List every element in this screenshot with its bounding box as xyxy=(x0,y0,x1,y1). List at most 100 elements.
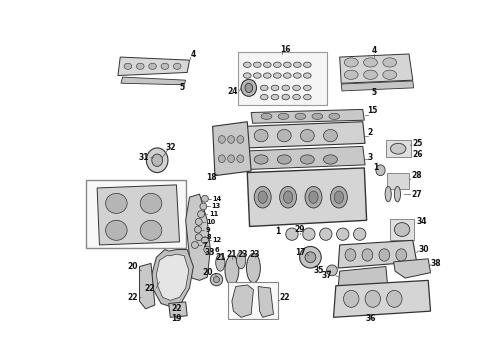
Ellipse shape xyxy=(282,94,290,100)
Text: 3: 3 xyxy=(368,153,373,162)
Ellipse shape xyxy=(140,220,162,240)
Ellipse shape xyxy=(277,155,291,164)
Ellipse shape xyxy=(334,191,343,203)
Text: 20: 20 xyxy=(127,262,138,271)
Text: 32: 32 xyxy=(165,143,175,152)
Ellipse shape xyxy=(136,63,144,69)
Polygon shape xyxy=(97,185,179,245)
Ellipse shape xyxy=(364,58,377,67)
Polygon shape xyxy=(152,249,194,307)
Ellipse shape xyxy=(383,70,397,80)
Ellipse shape xyxy=(323,155,337,164)
Text: 20: 20 xyxy=(202,268,213,277)
Ellipse shape xyxy=(282,85,290,91)
Ellipse shape xyxy=(152,154,163,166)
Ellipse shape xyxy=(264,73,271,78)
Ellipse shape xyxy=(345,249,356,261)
Text: 31: 31 xyxy=(138,153,149,162)
Ellipse shape xyxy=(319,228,332,240)
Ellipse shape xyxy=(303,94,311,100)
Text: 22: 22 xyxy=(171,304,182,313)
Bar xyxy=(86,180,186,248)
Polygon shape xyxy=(121,77,186,85)
Ellipse shape xyxy=(300,247,321,268)
Text: 1: 1 xyxy=(275,226,281,235)
Text: 1: 1 xyxy=(373,163,378,172)
Ellipse shape xyxy=(327,265,337,276)
Text: 25: 25 xyxy=(413,139,423,148)
Text: 4: 4 xyxy=(372,46,377,55)
Ellipse shape xyxy=(303,62,311,67)
Ellipse shape xyxy=(295,113,306,120)
Text: 23: 23 xyxy=(237,251,248,260)
Ellipse shape xyxy=(283,73,291,78)
Ellipse shape xyxy=(244,62,251,67)
Polygon shape xyxy=(340,54,413,83)
Text: 23: 23 xyxy=(250,250,260,259)
Text: 16: 16 xyxy=(280,45,291,54)
Ellipse shape xyxy=(201,195,208,202)
Ellipse shape xyxy=(106,193,127,213)
Text: 21: 21 xyxy=(227,251,237,260)
Ellipse shape xyxy=(303,73,311,78)
Ellipse shape xyxy=(204,246,211,253)
Text: 10: 10 xyxy=(206,219,216,225)
Text: 27: 27 xyxy=(411,190,422,199)
Polygon shape xyxy=(258,287,273,317)
Text: 21: 21 xyxy=(215,253,225,262)
Polygon shape xyxy=(247,168,367,226)
Ellipse shape xyxy=(140,193,162,213)
Ellipse shape xyxy=(196,234,202,241)
Bar xyxy=(386,140,411,157)
Polygon shape xyxy=(156,254,189,300)
Ellipse shape xyxy=(195,250,200,255)
Ellipse shape xyxy=(237,136,244,143)
Ellipse shape xyxy=(300,155,314,164)
Ellipse shape xyxy=(293,85,300,91)
Ellipse shape xyxy=(219,136,225,143)
Text: 12: 12 xyxy=(213,237,222,243)
Ellipse shape xyxy=(280,186,296,208)
Text: 30: 30 xyxy=(418,245,429,254)
Ellipse shape xyxy=(254,130,268,142)
Bar xyxy=(388,172,409,189)
Ellipse shape xyxy=(237,155,244,163)
Ellipse shape xyxy=(237,252,246,269)
Ellipse shape xyxy=(300,130,314,142)
Ellipse shape xyxy=(260,85,268,91)
Ellipse shape xyxy=(353,228,366,240)
Bar xyxy=(228,282,278,319)
Polygon shape xyxy=(213,122,251,176)
Text: 2: 2 xyxy=(368,128,373,137)
Ellipse shape xyxy=(253,73,261,78)
Ellipse shape xyxy=(391,143,406,154)
Ellipse shape xyxy=(260,94,268,100)
Ellipse shape xyxy=(383,58,397,67)
Text: 33: 33 xyxy=(205,248,216,257)
Text: 5: 5 xyxy=(372,88,377,97)
Polygon shape xyxy=(186,194,210,280)
Text: 22: 22 xyxy=(280,293,290,302)
Ellipse shape xyxy=(228,155,235,163)
Ellipse shape xyxy=(246,253,260,283)
Ellipse shape xyxy=(329,113,340,120)
Polygon shape xyxy=(169,302,187,317)
Ellipse shape xyxy=(192,247,203,258)
Ellipse shape xyxy=(294,62,301,67)
Ellipse shape xyxy=(343,291,359,307)
Ellipse shape xyxy=(305,186,322,208)
Polygon shape xyxy=(118,57,190,76)
Text: 15: 15 xyxy=(368,107,378,116)
Text: 7: 7 xyxy=(203,242,207,248)
Ellipse shape xyxy=(245,83,253,93)
Text: 22: 22 xyxy=(145,284,155,293)
Polygon shape xyxy=(393,259,431,278)
Ellipse shape xyxy=(394,222,410,237)
Ellipse shape xyxy=(379,249,390,261)
Polygon shape xyxy=(338,240,416,268)
Ellipse shape xyxy=(124,63,132,69)
Ellipse shape xyxy=(200,203,207,210)
Text: 14: 14 xyxy=(213,196,222,202)
Polygon shape xyxy=(245,147,365,170)
Text: 17: 17 xyxy=(295,248,306,257)
